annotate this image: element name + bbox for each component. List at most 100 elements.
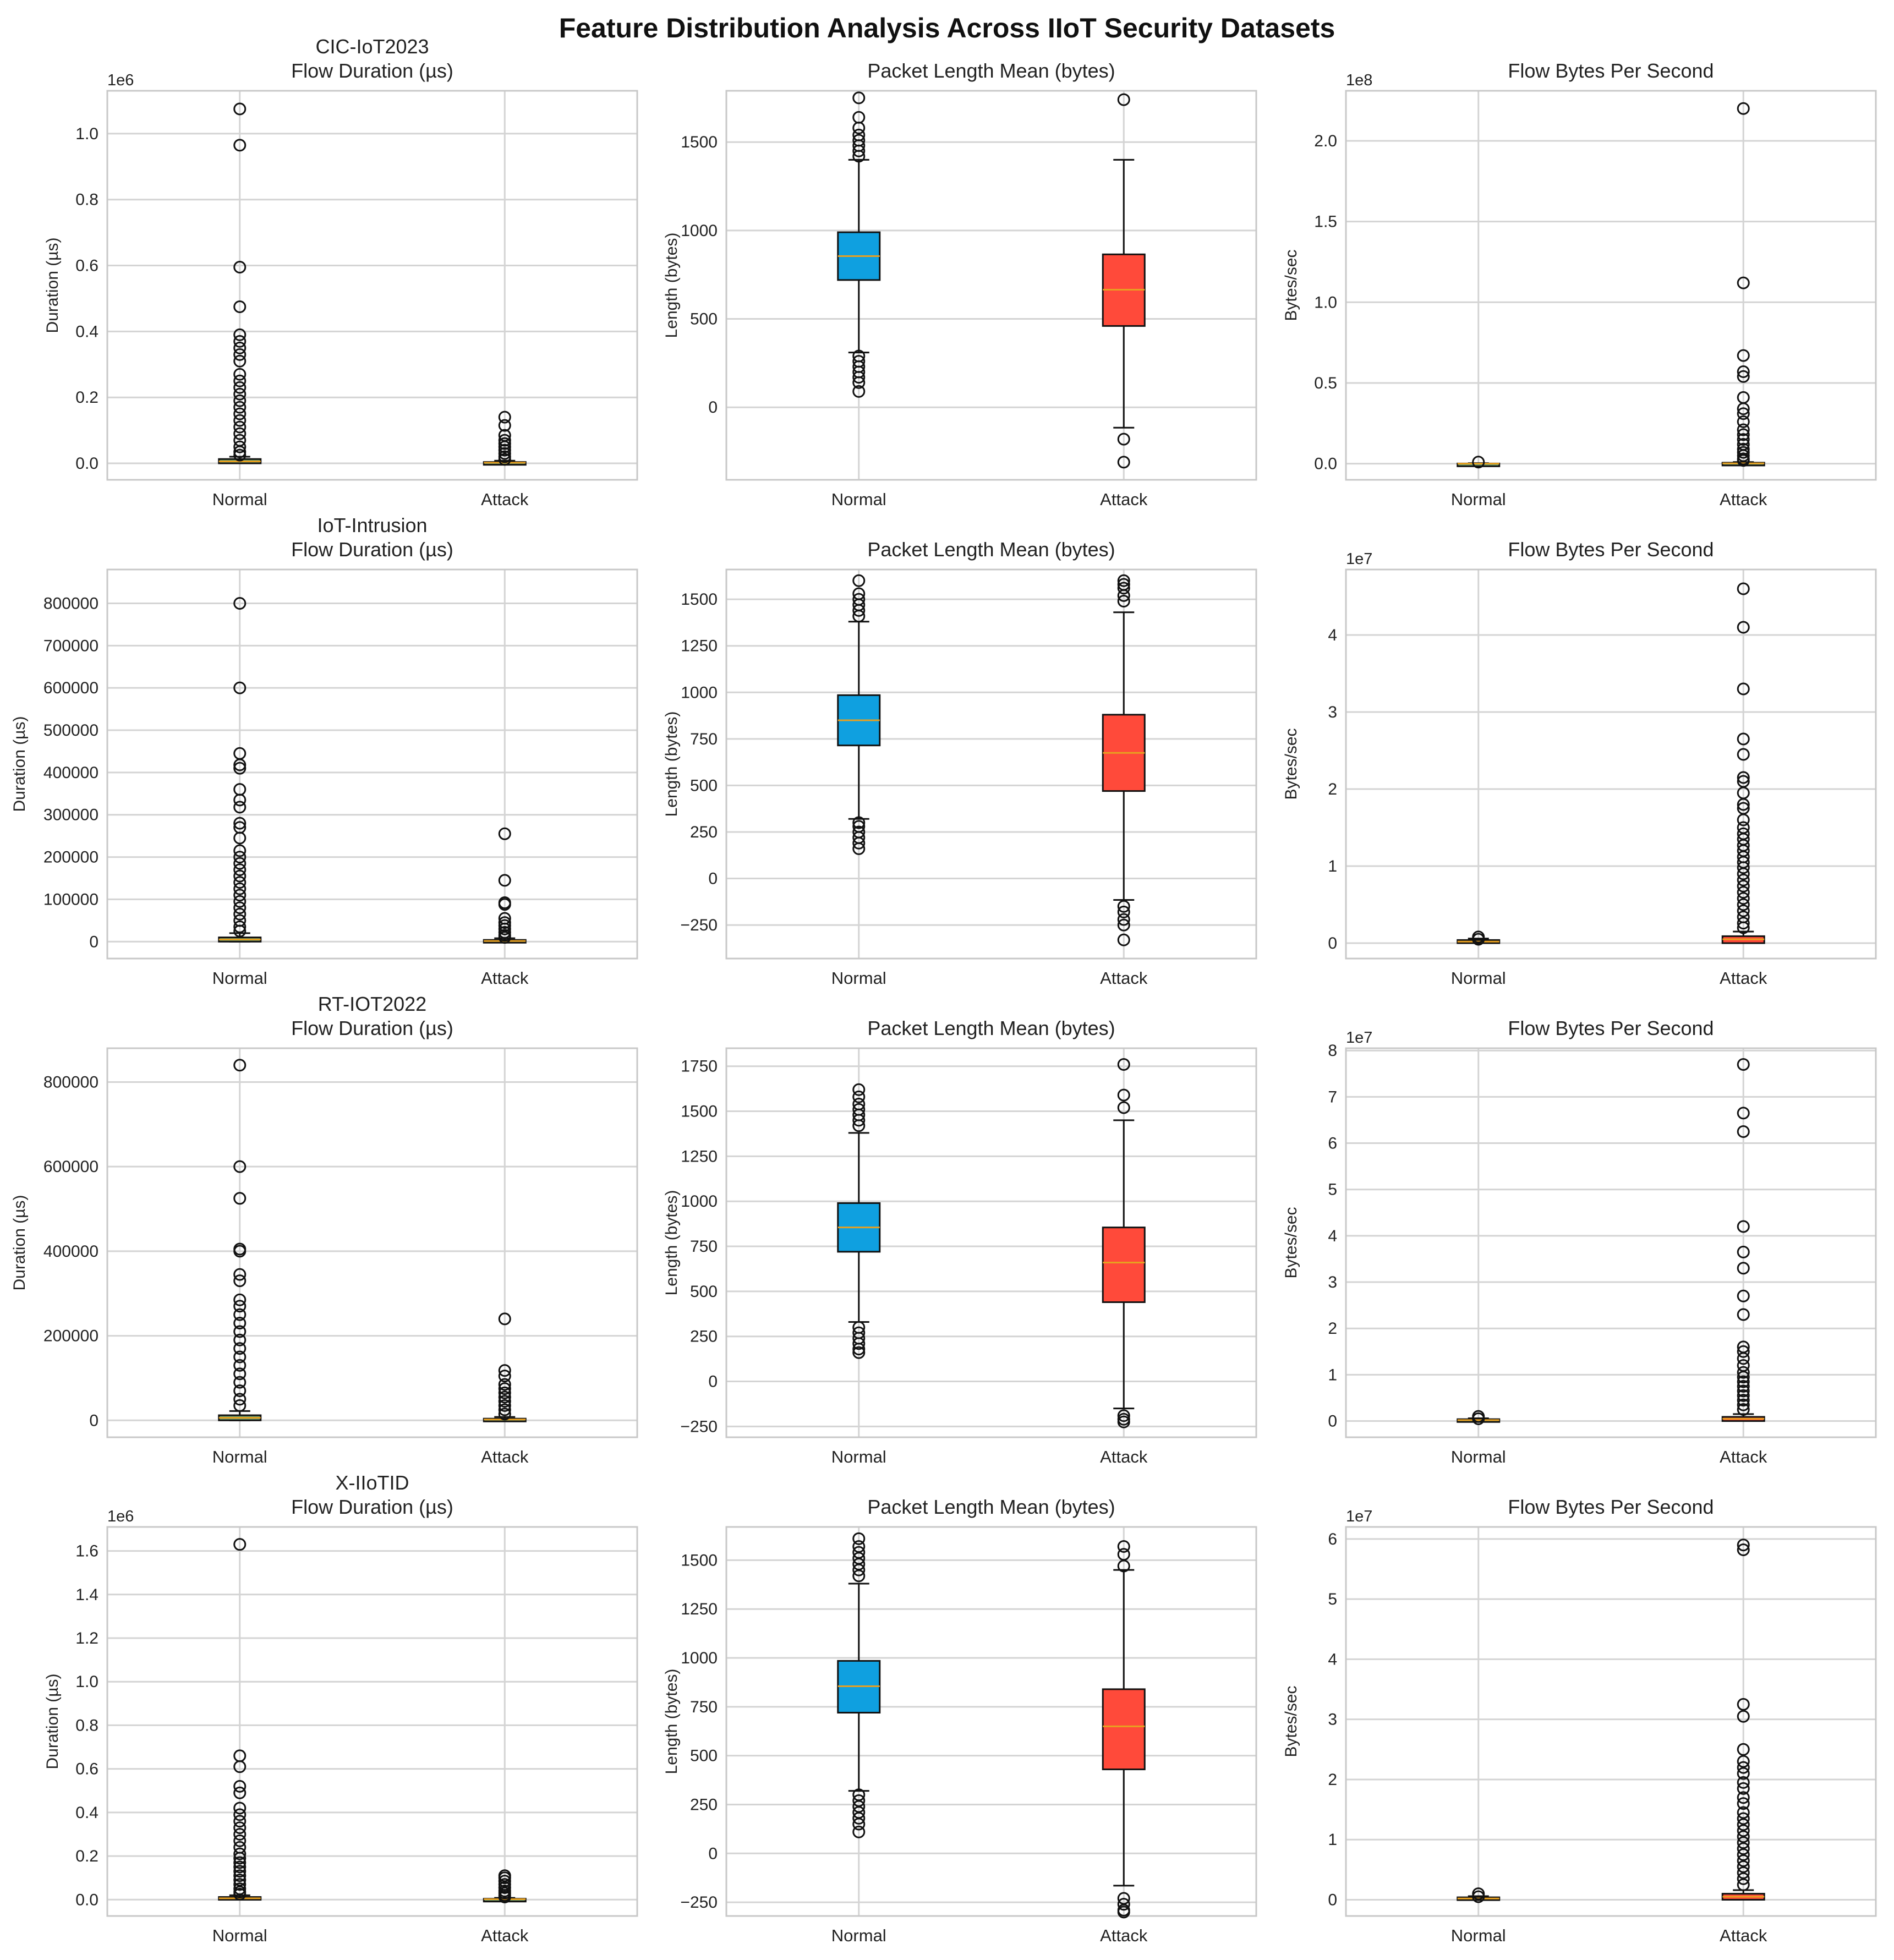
- panel-7-normal-outlier-9: [233, 1308, 247, 1321]
- panel-9-attack-outlier-18: [1737, 1394, 1750, 1407]
- panel-3-xtick-label-attack: Attack: [1720, 490, 1767, 509]
- panel-11-ytick-label: 1000: [681, 1649, 718, 1667]
- panel-1-normal-outlier-10: [233, 374, 247, 387]
- panel-12-normal-outlier-1: [1472, 1890, 1485, 1903]
- panel-10-title: Flow Duration (µs): [291, 1496, 453, 1518]
- panel-9-attack-outlier-16: [1737, 1384, 1750, 1398]
- panel-5-normal-outlier-11: [852, 842, 866, 855]
- panel-7-normal-outlier-15: [233, 1359, 247, 1372]
- panel-12-ytick-label: 1: [1328, 1831, 1337, 1849]
- panel-7-normal-outlier-1: [233, 1160, 247, 1173]
- panel-6-attack-outlier-27: [1737, 917, 1750, 930]
- panel-11-title: Packet Length Mean (bytes): [867, 1496, 1115, 1518]
- panel-4-attack-outlier-0: [498, 827, 511, 840]
- panel-9-ylabel: Bytes/sec: [1282, 1207, 1300, 1278]
- panel-11-normal-outlier-5: [852, 1563, 866, 1576]
- panel-11-attack-outlier-0: [1117, 1540, 1130, 1553]
- panel-1-attack-outlier-9: [498, 453, 511, 466]
- panel-4-ytick-label: 800000: [43, 594, 98, 612]
- panel-3-attack-outlier-17: [1737, 454, 1750, 467]
- panel-12-attack-outlier-20: [1737, 1854, 1750, 1867]
- panel-10-attack-outlier-2: [498, 1875, 511, 1888]
- panel-12-attack-outlier-8: [1737, 1776, 1750, 1789]
- panel-7-normal-outlier-8: [233, 1300, 247, 1313]
- panel-3-attack-outlier-3: [1737, 365, 1750, 378]
- panel-8-xtick-label-attack: Attack: [1100, 1447, 1148, 1466]
- panel-5-attack-outlier-7: [1117, 913, 1130, 926]
- panel-2-xtick-label-attack: Attack: [1100, 490, 1148, 509]
- panel-4-normal-outlier-21: [233, 907, 247, 921]
- panel-2-normal-outlier-6: [852, 144, 866, 157]
- panel-3-attack-outlier-14: [1737, 446, 1750, 459]
- panel-12-attack-outlier-9: [1737, 1782, 1750, 1795]
- panel-7-dataset-title: RT-IOT2022: [318, 993, 426, 1015]
- panel-7-ytick-label: 800000: [43, 1073, 98, 1091]
- panel-4-attack-outlier-7: [498, 922, 511, 935]
- panel-3-ytick-label: 1.5: [1314, 213, 1337, 231]
- panel-6-offset-text: 1e7: [1346, 550, 1372, 568]
- panel-9-ytick-label: 2: [1328, 1320, 1337, 1338]
- panel-1-attack-outlier-4: [498, 437, 511, 450]
- panel-9-attack-outlier-12: [1737, 1366, 1750, 1379]
- panel-3-ytick-label: 2.0: [1314, 132, 1337, 150]
- panel-9-ytick-label: 1: [1328, 1366, 1337, 1384]
- panel-10-offset-text: 1e6: [107, 1508, 134, 1525]
- panel-3-attack-outlier-10: [1737, 428, 1750, 441]
- panel-7-normal-outlier-14: [233, 1350, 247, 1364]
- panel-1-normal-outlier-2: [233, 261, 247, 274]
- panel-8-attack-box: [1102, 1227, 1146, 1304]
- panel-7-attack-outlier-5: [498, 1386, 511, 1399]
- panel-7-ytick-label: 400000: [43, 1242, 98, 1261]
- panel-5-axes-frame: [725, 568, 1257, 960]
- panel-11-attack-outlier-6: [1117, 1906, 1130, 1919]
- panel-8-ytick-label: 500: [690, 1283, 718, 1301]
- panel-6-attack-outlier-1: [1737, 621, 1750, 634]
- panel-3-ytick-label: 0.5: [1314, 374, 1337, 392]
- panel-11-xtick-label-normal: Normal: [831, 1926, 886, 1945]
- panel-10-normal-outlier-17: [233, 1869, 247, 1882]
- panel-8-ytick-label: 0: [708, 1373, 718, 1391]
- panel-9-attack-outlier-17: [1737, 1389, 1750, 1402]
- panel-4-normal-outlier-19: [233, 895, 247, 908]
- panel-12-ylabel: Bytes/sec: [1282, 1685, 1300, 1757]
- panel-4-xtick-label-normal: Normal: [212, 968, 267, 988]
- panel-9-ytick-label: 0: [1328, 1412, 1337, 1431]
- panel-4-normal-outlier-20: [233, 901, 247, 915]
- panel-1-normal-outlier-12: [233, 387, 247, 401]
- panel-8-normal-outlier-11: [852, 1343, 866, 1356]
- panel-8-xtick-label-normal: Normal: [831, 1447, 886, 1466]
- panel-7-normal-outlier-0: [233, 1059, 247, 1072]
- panel-2-ytick-label: 500: [690, 310, 718, 329]
- panel-10-ylabel: Duration (µs): [43, 1674, 62, 1770]
- panel-3-axes-frame: [1345, 90, 1877, 481]
- panel-12-attack-outlier-6: [1737, 1761, 1750, 1774]
- panel-4-normal-outlier-1: [233, 681, 247, 694]
- panel-3-title: Flow Bytes Per Second: [1508, 59, 1714, 82]
- panel-4-normal-outlier-16: [233, 876, 247, 889]
- panel-12-title: Flow Bytes Per Second: [1508, 1496, 1714, 1518]
- panel-1-ytick-label: 1.0: [75, 125, 98, 143]
- panel-6-xtick-label-normal: Normal: [1451, 968, 1506, 988]
- panel-10-ytick-label: 0.6: [75, 1760, 98, 1778]
- panel-2-title: Packet Length Mean (bytes): [867, 59, 1115, 82]
- panel-8-normal-outlier-12: [852, 1346, 866, 1359]
- panel-1-normal-outlier-4: [233, 328, 247, 341]
- panel-5-normal-outlier-0: [852, 574, 866, 587]
- panel-6-attack-outlier-21: [1737, 879, 1750, 893]
- panel-8-attack-outlier-2: [1117, 1101, 1130, 1114]
- panel-6-ylabel: Bytes/sec: [1282, 728, 1300, 800]
- panel-7-normal-outlier-19: [233, 1393, 247, 1406]
- panel-1-normal-outlier-14: [233, 401, 247, 414]
- panel-7-attack-outlier-6: [498, 1390, 511, 1404]
- panel-7-normal-outlier-18: [233, 1384, 247, 1397]
- panel-4-attack-outlier-1: [498, 874, 511, 887]
- panel-9-attack-outlier-0: [1737, 1058, 1750, 1071]
- panel-7-ytick-label: 0: [89, 1411, 98, 1430]
- panel-12-xtick-label-normal: Normal: [1451, 1926, 1506, 1945]
- panel-7-normal-outlier-4: [233, 1245, 247, 1258]
- panel-9-attack-outlier-4: [1737, 1245, 1750, 1258]
- panel-10-xtick-label-attack: Attack: [481, 1926, 529, 1945]
- panel-4-ytick-label: 600000: [43, 679, 98, 697]
- panel-4-normal-outlier-18: [233, 889, 247, 902]
- panel-10-normal-outlier-22: [233, 1887, 247, 1901]
